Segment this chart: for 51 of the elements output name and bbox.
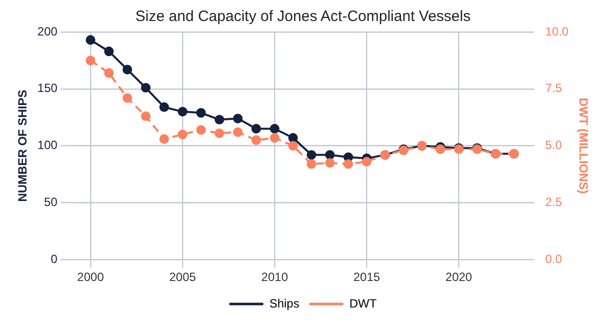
point: [86, 35, 96, 45]
legend-label: DWT: [349, 296, 378, 310]
point: [436, 144, 446, 154]
x-tick-label: 2015: [353, 270, 380, 284]
point: [178, 106, 188, 116]
point: [362, 156, 372, 167]
y-tick-label: 0: [50, 252, 58, 266]
point: [325, 150, 335, 160]
y2-axis-title: DWT (MILLIONS): [576, 98, 590, 194]
point: [233, 127, 243, 137]
chart-title: Size and Capacity of Jones Act-Compliant Vessels: [135, 8, 471, 26]
y-tick-label: 150: [37, 81, 58, 96]
point: [140, 111, 151, 122]
point: [214, 128, 224, 138]
y-axis-title: NUMBER OF SHIPS: [16, 90, 30, 202]
x-tick-label: 2010: [261, 270, 288, 284]
point: [104, 68, 114, 78]
point: [233, 114, 243, 124]
x-tick-label: 2000: [77, 270, 104, 284]
point: [270, 124, 280, 134]
y-tick-label: 200: [37, 24, 58, 38]
y2-tick-label: 5.0: [545, 138, 562, 152]
y2-tick-label: 2.5: [545, 195, 562, 210]
point: [251, 124, 262, 134]
point: [196, 108, 206, 118]
point: [104, 46, 114, 56]
y-tick-label: 100: [37, 138, 58, 152]
y-tick-label: 50: [44, 195, 58, 210]
point: [122, 93, 132, 103]
y2-tick-label: 7.5: [545, 81, 562, 96]
point: [140, 82, 151, 93]
point: [86, 56, 96, 66]
point: [288, 133, 298, 143]
point: [122, 64, 132, 74]
y2-tick-label: 10.0: [545, 24, 569, 38]
point: [251, 135, 262, 145]
point: [306, 159, 316, 169]
x-tick-label: 2020: [445, 270, 472, 284]
point: [178, 130, 188, 140]
point: [214, 114, 224, 124]
point: [325, 158, 335, 168]
point: [288, 141, 298, 151]
point: [159, 134, 169, 144]
legend-label: Ships: [269, 296, 300, 310]
point: [270, 133, 280, 143]
point: [306, 150, 316, 160]
point: [159, 102, 169, 112]
y2-tick-label: 0.0: [545, 252, 562, 266]
x-tick-label: 2005: [169, 270, 196, 284]
point: [196, 125, 206, 135]
point: [343, 159, 354, 169]
